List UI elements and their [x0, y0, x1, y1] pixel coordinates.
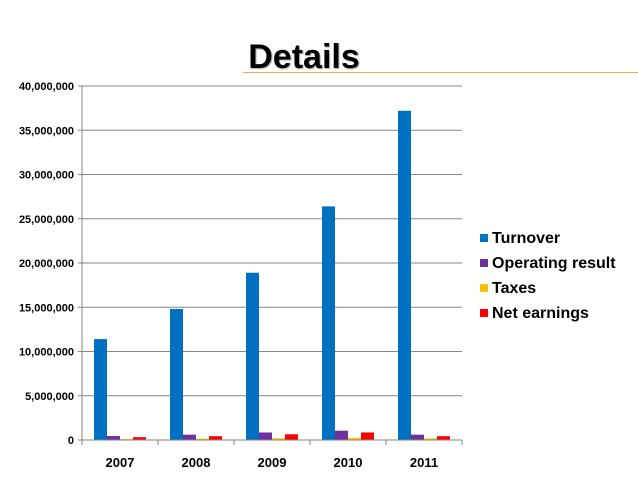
bar-turnover-2007 — [94, 339, 107, 440]
legend: Turnover Operating result Taxes Net earning… — [480, 230, 616, 322]
x-tick-label: 2011 — [410, 455, 438, 470]
x-tick-label: 2009 — [258, 455, 287, 470]
axes — [81, 86, 462, 441]
y-tick-label: 15,000,000 — [19, 302, 74, 314]
legend-swatch — [480, 284, 488, 292]
y-tick-label: 30,000,000 — [19, 170, 74, 182]
y-tick-label: 10,000,000 — [19, 347, 74, 359]
bar-turnover-2009 — [246, 272, 259, 440]
y-tick-label: 0 — [68, 435, 74, 447]
legend-swatch — [480, 309, 488, 317]
y-axis-ticks: 0 5,000,000 10,000,000 15,000,000 20,000,000… — [19, 81, 82, 447]
bar-operating-result-2008 — [183, 434, 196, 440]
bar-net-earnings-2008 — [209, 436, 222, 440]
bar-taxes-2011 — [424, 438, 437, 440]
bar-turnover-2010 — [322, 206, 335, 440]
bar-turnover-2008 — [170, 309, 183, 440]
bars — [94, 110, 450, 440]
bar-taxes-2009 — [272, 438, 285, 440]
x-tick-label: 2007 — [106, 455, 135, 470]
y-tick-label: 40,000,000 — [19, 81, 74, 93]
legend-label: Turnover — [492, 230, 560, 247]
bar-taxes-2008 — [196, 438, 209, 440]
legend-label: Taxes — [492, 280, 536, 297]
bar-operating-result-2011 — [411, 434, 424, 440]
y-tick-label: 25,000,000 — [19, 214, 74, 226]
title-rule — [243, 72, 638, 73]
y-tick-label: 35,000,000 — [19, 125, 74, 137]
bar-net-earnings-2009 — [285, 434, 298, 440]
bar-net-earnings-2011 — [437, 436, 450, 440]
legend-swatch — [480, 234, 488, 242]
bar-operating-result-2009 — [259, 432, 272, 440]
bar-turnover-2011 — [398, 110, 411, 440]
bar-net-earnings-2007 — [133, 437, 146, 440]
bar-taxes-2010 — [348, 437, 361, 440]
legend-label: Operating result — [492, 255, 616, 272]
x-tick-label: 2010 — [334, 455, 363, 470]
bar-operating-result-2010 — [335, 430, 348, 440]
bar-operating-result-2007 — [107, 436, 120, 440]
y-tick-label: 20,000,000 — [19, 258, 74, 270]
x-axis-ticks: 2007 2008 2009 2010 2011 — [81, 440, 463, 470]
x-tick-label: 2008 — [182, 455, 211, 470]
chart-title: Details — [248, 38, 360, 76]
y-tick-label: 5,000,000 — [25, 391, 74, 403]
legend-swatch — [480, 259, 488, 267]
legend-label: Net earnings — [492, 305, 589, 322]
bar-net-earnings-2010 — [361, 432, 374, 440]
